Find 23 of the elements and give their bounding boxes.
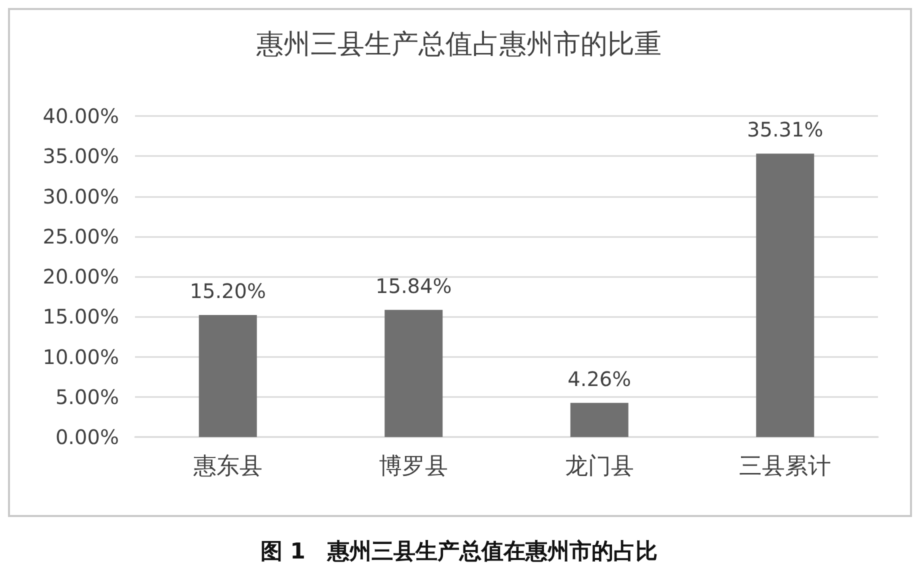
x-tick-label: 三县累计 — [739, 454, 832, 480]
chart-title: 惠州三县生产总值占惠州市的比重 — [256, 29, 662, 60]
y-tick-label: 5.00% — [55, 384, 119, 409]
y-tick-label: 10.00% — [42, 344, 119, 369]
data-label: 35.31% — [746, 118, 824, 142]
y-tick-label: 15.00% — [42, 304, 119, 329]
x-tick-label: 惠东县 — [192, 454, 262, 480]
x-tick-label: 博罗县 — [379, 454, 448, 480]
x-tick-label: 龙门县 — [564, 454, 634, 480]
bar — [198, 315, 257, 437]
y-tick-label: 30.00% — [42, 184, 119, 208]
y-tick-label: 20.00% — [42, 264, 119, 288]
y-tick-label: 0.00% — [55, 425, 119, 449]
bar — [756, 154, 814, 437]
data-label: 4.26% — [568, 366, 632, 391]
y-tick-label: 40.00% — [42, 104, 119, 128]
bar — [570, 402, 628, 437]
data-label: 15.20% — [190, 279, 266, 304]
data-label: 15.84% — [375, 274, 452, 298]
caption: 图 1 惠州三县生产总值在惠州市的占比 — [260, 538, 658, 564]
y-tick-label: 35.00% — [42, 144, 119, 168]
bar — [384, 310, 443, 437]
y-tick-label: 25.00% — [42, 224, 119, 248]
